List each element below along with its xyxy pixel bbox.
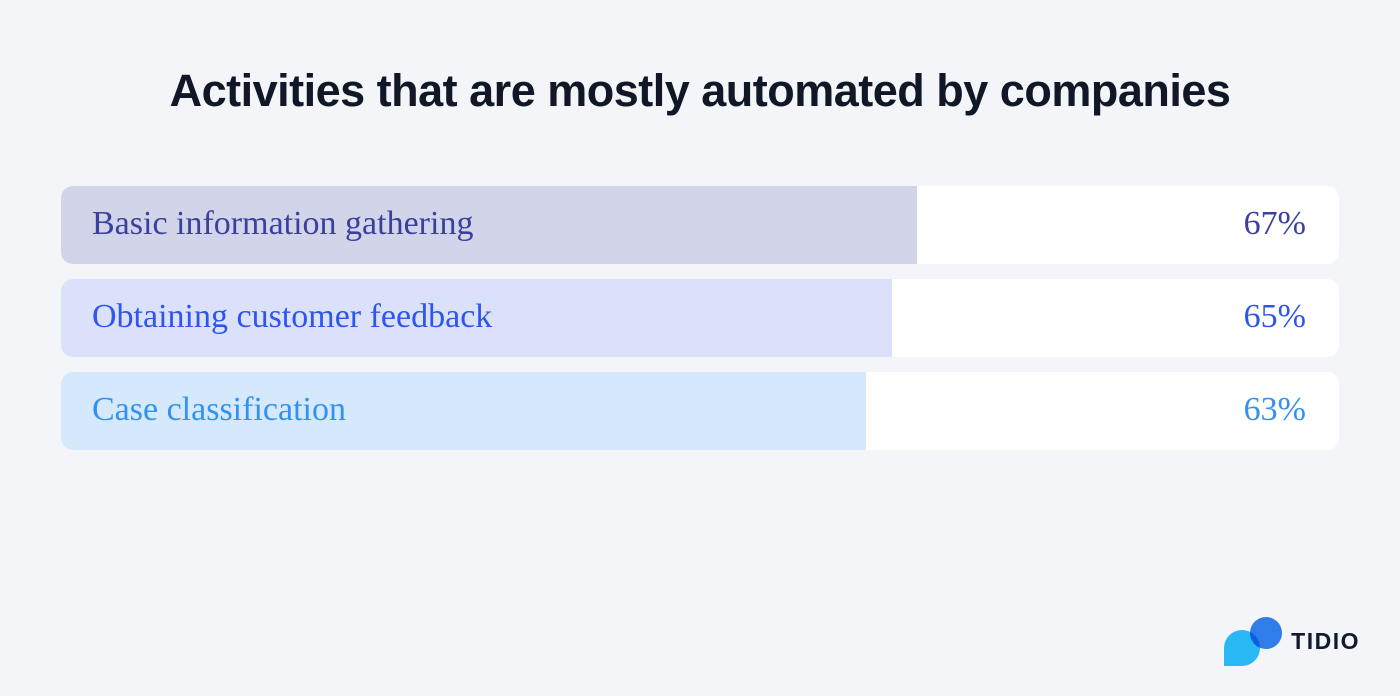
logo-text: TIDIO <box>1291 628 1360 654</box>
bar-value: 65% <box>1243 298 1306 336</box>
bar-label: Basic information gathering <box>92 205 474 243</box>
bar-fill <box>61 279 892 358</box>
bar-value: 67% <box>1243 205 1306 243</box>
chat-bubble-cyan-icon <box>1224 630 1261 666</box>
tidio-logo[interactable]: TIDIO <box>1224 617 1360 666</box>
bar-label: Obtaining customer feedback <box>92 298 493 336</box>
tidio-logo-mark <box>1224 617 1283 666</box>
bar-fill <box>61 186 918 265</box>
bar-label: Case classification <box>92 391 346 429</box>
bar-fill <box>61 372 867 451</box>
bar-chart: Basic information gathering 67% Obtainin… <box>61 186 1339 451</box>
bar-value: 63% <box>1243 391 1306 429</box>
page-title: Activities that are mostly automated by … <box>169 65 1231 116</box>
bar-row: Obtaining customer feedback 65% <box>61 279 1339 358</box>
bar-row: Case classification 63% <box>61 372 1339 451</box>
bar-row: Basic information gathering 67% <box>61 186 1339 265</box>
